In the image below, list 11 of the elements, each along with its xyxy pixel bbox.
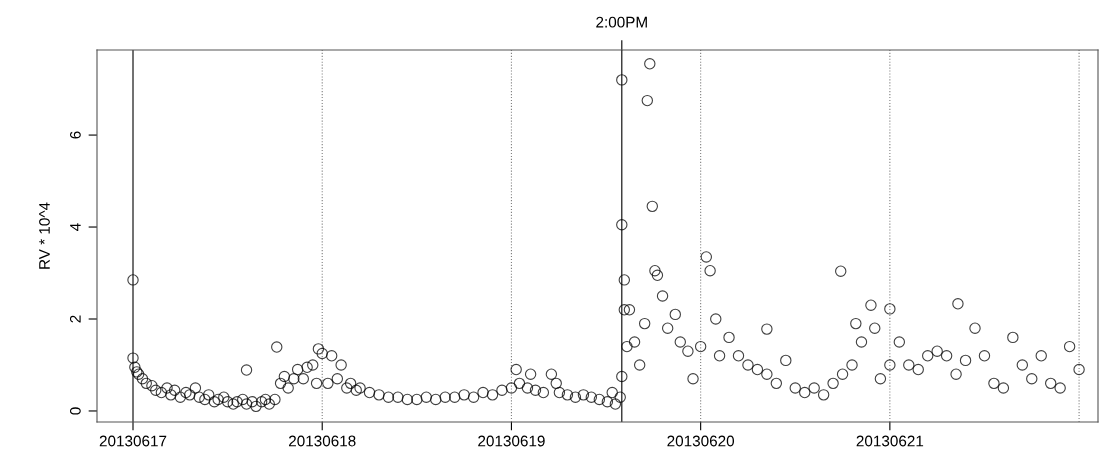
x-tick-label: 20130621 <box>856 435 924 447</box>
y-tick-label: 2 <box>69 315 81 323</box>
y-axis-title: RV * 10^4 <box>39 202 50 269</box>
y-tick-label: 0 <box>69 407 81 415</box>
ref-line-label: 2:00PM <box>596 16 647 28</box>
x-tick-label: 20130618 <box>289 435 356 447</box>
x-tick-label: 20130620 <box>667 435 735 447</box>
x-tick-label: 20130619 <box>478 435 545 447</box>
y-tick-label: 6 <box>69 131 81 139</box>
x-tick-label: 20130617 <box>99 435 167 447</box>
y-tick-label: 4 <box>70 223 81 231</box>
